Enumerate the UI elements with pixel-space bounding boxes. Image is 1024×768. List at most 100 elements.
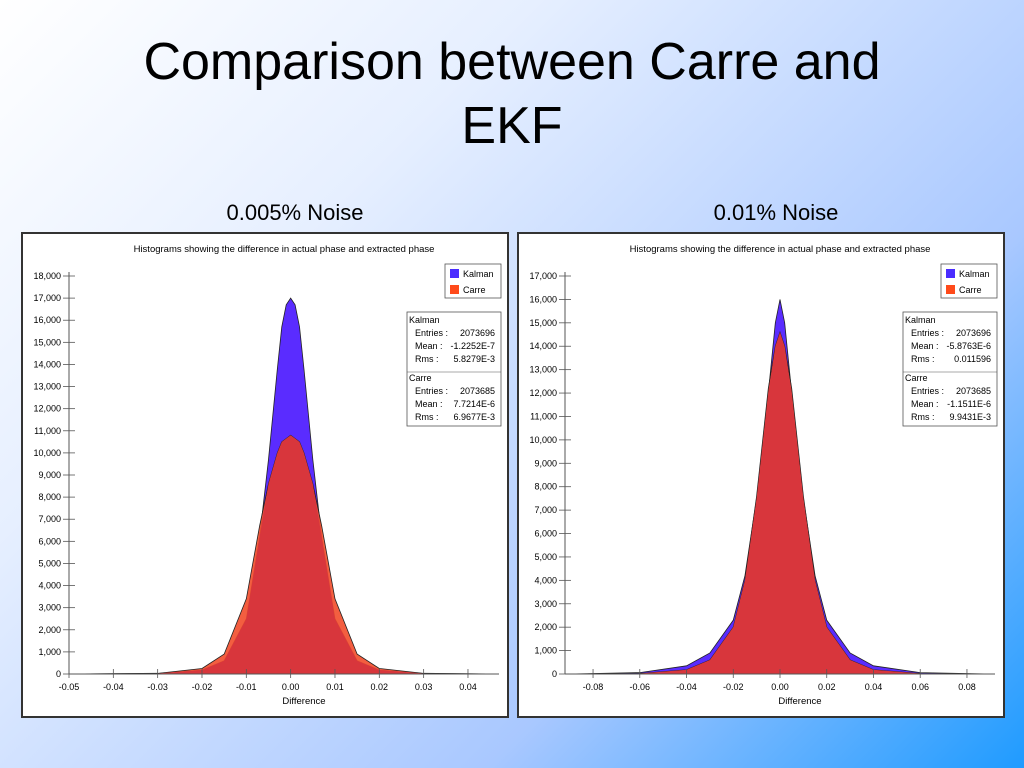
stats-heading-kalman: Kalman bbox=[905, 315, 936, 325]
x-tick-label: 0.01 bbox=[326, 682, 344, 692]
stats-box bbox=[406, 311, 502, 427]
y-tick-label: 13,000 bbox=[33, 382, 61, 392]
stats-value: 2073685 bbox=[956, 386, 991, 396]
y-tick-label: 17,000 bbox=[529, 271, 557, 281]
y-tick-label: 3,000 bbox=[534, 599, 557, 609]
stats-box bbox=[902, 311, 998, 427]
x-tick-label: 0.04 bbox=[865, 682, 883, 692]
slide-title-line2: EKF bbox=[461, 97, 563, 155]
x-tick-label: 0.08 bbox=[958, 682, 976, 692]
x-tick-label: 0.00 bbox=[771, 682, 789, 692]
stats-label: Entries : bbox=[911, 328, 944, 338]
x-tick-label: -0.04 bbox=[676, 682, 697, 692]
stats-heading-carre: Carre bbox=[905, 373, 928, 383]
stats-label: Entries : bbox=[911, 386, 944, 396]
stats-value: 2073696 bbox=[460, 328, 495, 338]
x-tick-label: 0.02 bbox=[371, 682, 389, 692]
right-panel-caption: 0.01% Noise bbox=[713, 200, 839, 225]
x-tick-label: 0.03 bbox=[415, 682, 433, 692]
stats-value: -1.2252E-7 bbox=[450, 341, 495, 351]
legend-swatch-kalman bbox=[946, 269, 955, 278]
y-tick-label: 8,000 bbox=[534, 482, 557, 492]
stats-value: 0.011596 bbox=[954, 354, 991, 364]
y-tick-label: 3,000 bbox=[38, 603, 61, 613]
y-tick-label: 2,000 bbox=[534, 622, 557, 632]
x-tick-label: -0.06 bbox=[630, 682, 651, 692]
slide-title: Comparison between Carre and EKF bbox=[0, 30, 1024, 158]
legend-label-kalman: Kalman bbox=[463, 269, 494, 279]
y-tick-label: 10,000 bbox=[33, 448, 61, 458]
legend-swatch-kalman bbox=[450, 269, 459, 278]
y-tick-label: 9,000 bbox=[534, 458, 557, 468]
legend-swatch-carre bbox=[450, 285, 459, 294]
y-tick-label: 18,000 bbox=[33, 271, 61, 281]
series-overlap-area bbox=[69, 435, 499, 674]
x-tick-label: -0.05 bbox=[59, 682, 80, 692]
y-tick-label: 5,000 bbox=[38, 558, 61, 568]
stats-value: 7.7214E-6 bbox=[453, 399, 495, 409]
y-tick-label: 8,000 bbox=[38, 492, 61, 502]
y-tick-label: 9,000 bbox=[38, 470, 61, 480]
y-tick-label: 5,000 bbox=[534, 552, 557, 562]
x-tick-label: 0.02 bbox=[818, 682, 836, 692]
y-tick-label: 16,000 bbox=[33, 315, 61, 325]
x-tick-label: -0.01 bbox=[236, 682, 257, 692]
y-tick-label: 7,000 bbox=[38, 514, 61, 524]
y-tick-label: 1,000 bbox=[38, 647, 61, 657]
stats-value: 2073696 bbox=[956, 328, 991, 338]
right-histogram-chart: Histograms showing the difference in act… bbox=[529, 244, 998, 707]
x-tick-label: 0.04 bbox=[459, 682, 477, 692]
y-tick-label: 14,000 bbox=[529, 341, 557, 351]
stats-value: 6.9677E-3 bbox=[453, 412, 495, 422]
y-tick-label: 6,000 bbox=[38, 536, 61, 546]
series-overlap-area bbox=[569, 332, 991, 674]
stats-label: Entries : bbox=[415, 386, 448, 396]
stats-label: Rms : bbox=[415, 354, 439, 364]
y-tick-label: 4,000 bbox=[534, 575, 557, 585]
y-tick-label: 13,000 bbox=[529, 365, 557, 375]
chart-title: Histograms showing the difference in act… bbox=[134, 244, 435, 255]
stats-value: 5.8279E-3 bbox=[453, 354, 495, 364]
stats-label: Entries : bbox=[415, 328, 448, 338]
stats-label: Mean : bbox=[911, 341, 939, 351]
legend-label-carre: Carre bbox=[959, 285, 982, 295]
y-tick-label: 15,000 bbox=[529, 318, 557, 328]
stats-value: -5.8763E-6 bbox=[946, 341, 991, 351]
y-tick-label: 10,000 bbox=[529, 435, 557, 445]
right-histogram-panel: Histograms showing the difference in act… bbox=[517, 232, 1005, 718]
x-axis-label: Difference bbox=[282, 696, 325, 707]
stats-label: Rms : bbox=[911, 412, 935, 422]
y-tick-label: 6,000 bbox=[534, 529, 557, 539]
legend-label-kalman: Kalman bbox=[959, 269, 990, 279]
y-tick-label: 15,000 bbox=[33, 337, 61, 347]
legend-label-carre: Carre bbox=[463, 285, 486, 295]
y-tick-label: 17,000 bbox=[33, 293, 61, 303]
y-tick-label: 12,000 bbox=[33, 404, 61, 414]
stats-label: Mean : bbox=[911, 399, 939, 409]
x-tick-label: -0.08 bbox=[583, 682, 604, 692]
stats-value: 2073685 bbox=[460, 386, 495, 396]
y-tick-label: 16,000 bbox=[529, 294, 557, 304]
y-tick-label: 0 bbox=[552, 669, 557, 679]
stats-heading-carre: Carre bbox=[409, 373, 432, 383]
left-panel-caption: 0.005% Noise bbox=[226, 200, 364, 225]
y-tick-label: 14,000 bbox=[33, 359, 61, 369]
y-tick-label: 4,000 bbox=[38, 581, 61, 591]
y-tick-label: 12,000 bbox=[529, 388, 557, 398]
stats-label: Mean : bbox=[415, 399, 443, 409]
y-tick-label: 11,000 bbox=[34, 426, 61, 436]
x-tick-label: -0.04 bbox=[103, 682, 124, 692]
y-tick-label: 2,000 bbox=[38, 625, 61, 635]
slide-title-line1: Comparison between Carre and bbox=[143, 33, 881, 91]
y-tick-label: 11,000 bbox=[530, 411, 557, 421]
x-tick-label: -0.03 bbox=[147, 682, 168, 692]
stats-label: Rms : bbox=[911, 354, 935, 364]
stats-label: Mean : bbox=[415, 341, 443, 351]
stats-value: 9.9431E-3 bbox=[949, 412, 991, 422]
left-histogram-panel: Histograms showing the difference in act… bbox=[21, 232, 509, 718]
y-tick-label: 0 bbox=[56, 669, 61, 679]
stats-value: -1.1511E-6 bbox=[947, 399, 991, 409]
y-tick-label: 1,000 bbox=[534, 646, 557, 656]
chart-title: Histograms showing the difference in act… bbox=[630, 244, 931, 255]
y-tick-label: 7,000 bbox=[534, 505, 557, 515]
